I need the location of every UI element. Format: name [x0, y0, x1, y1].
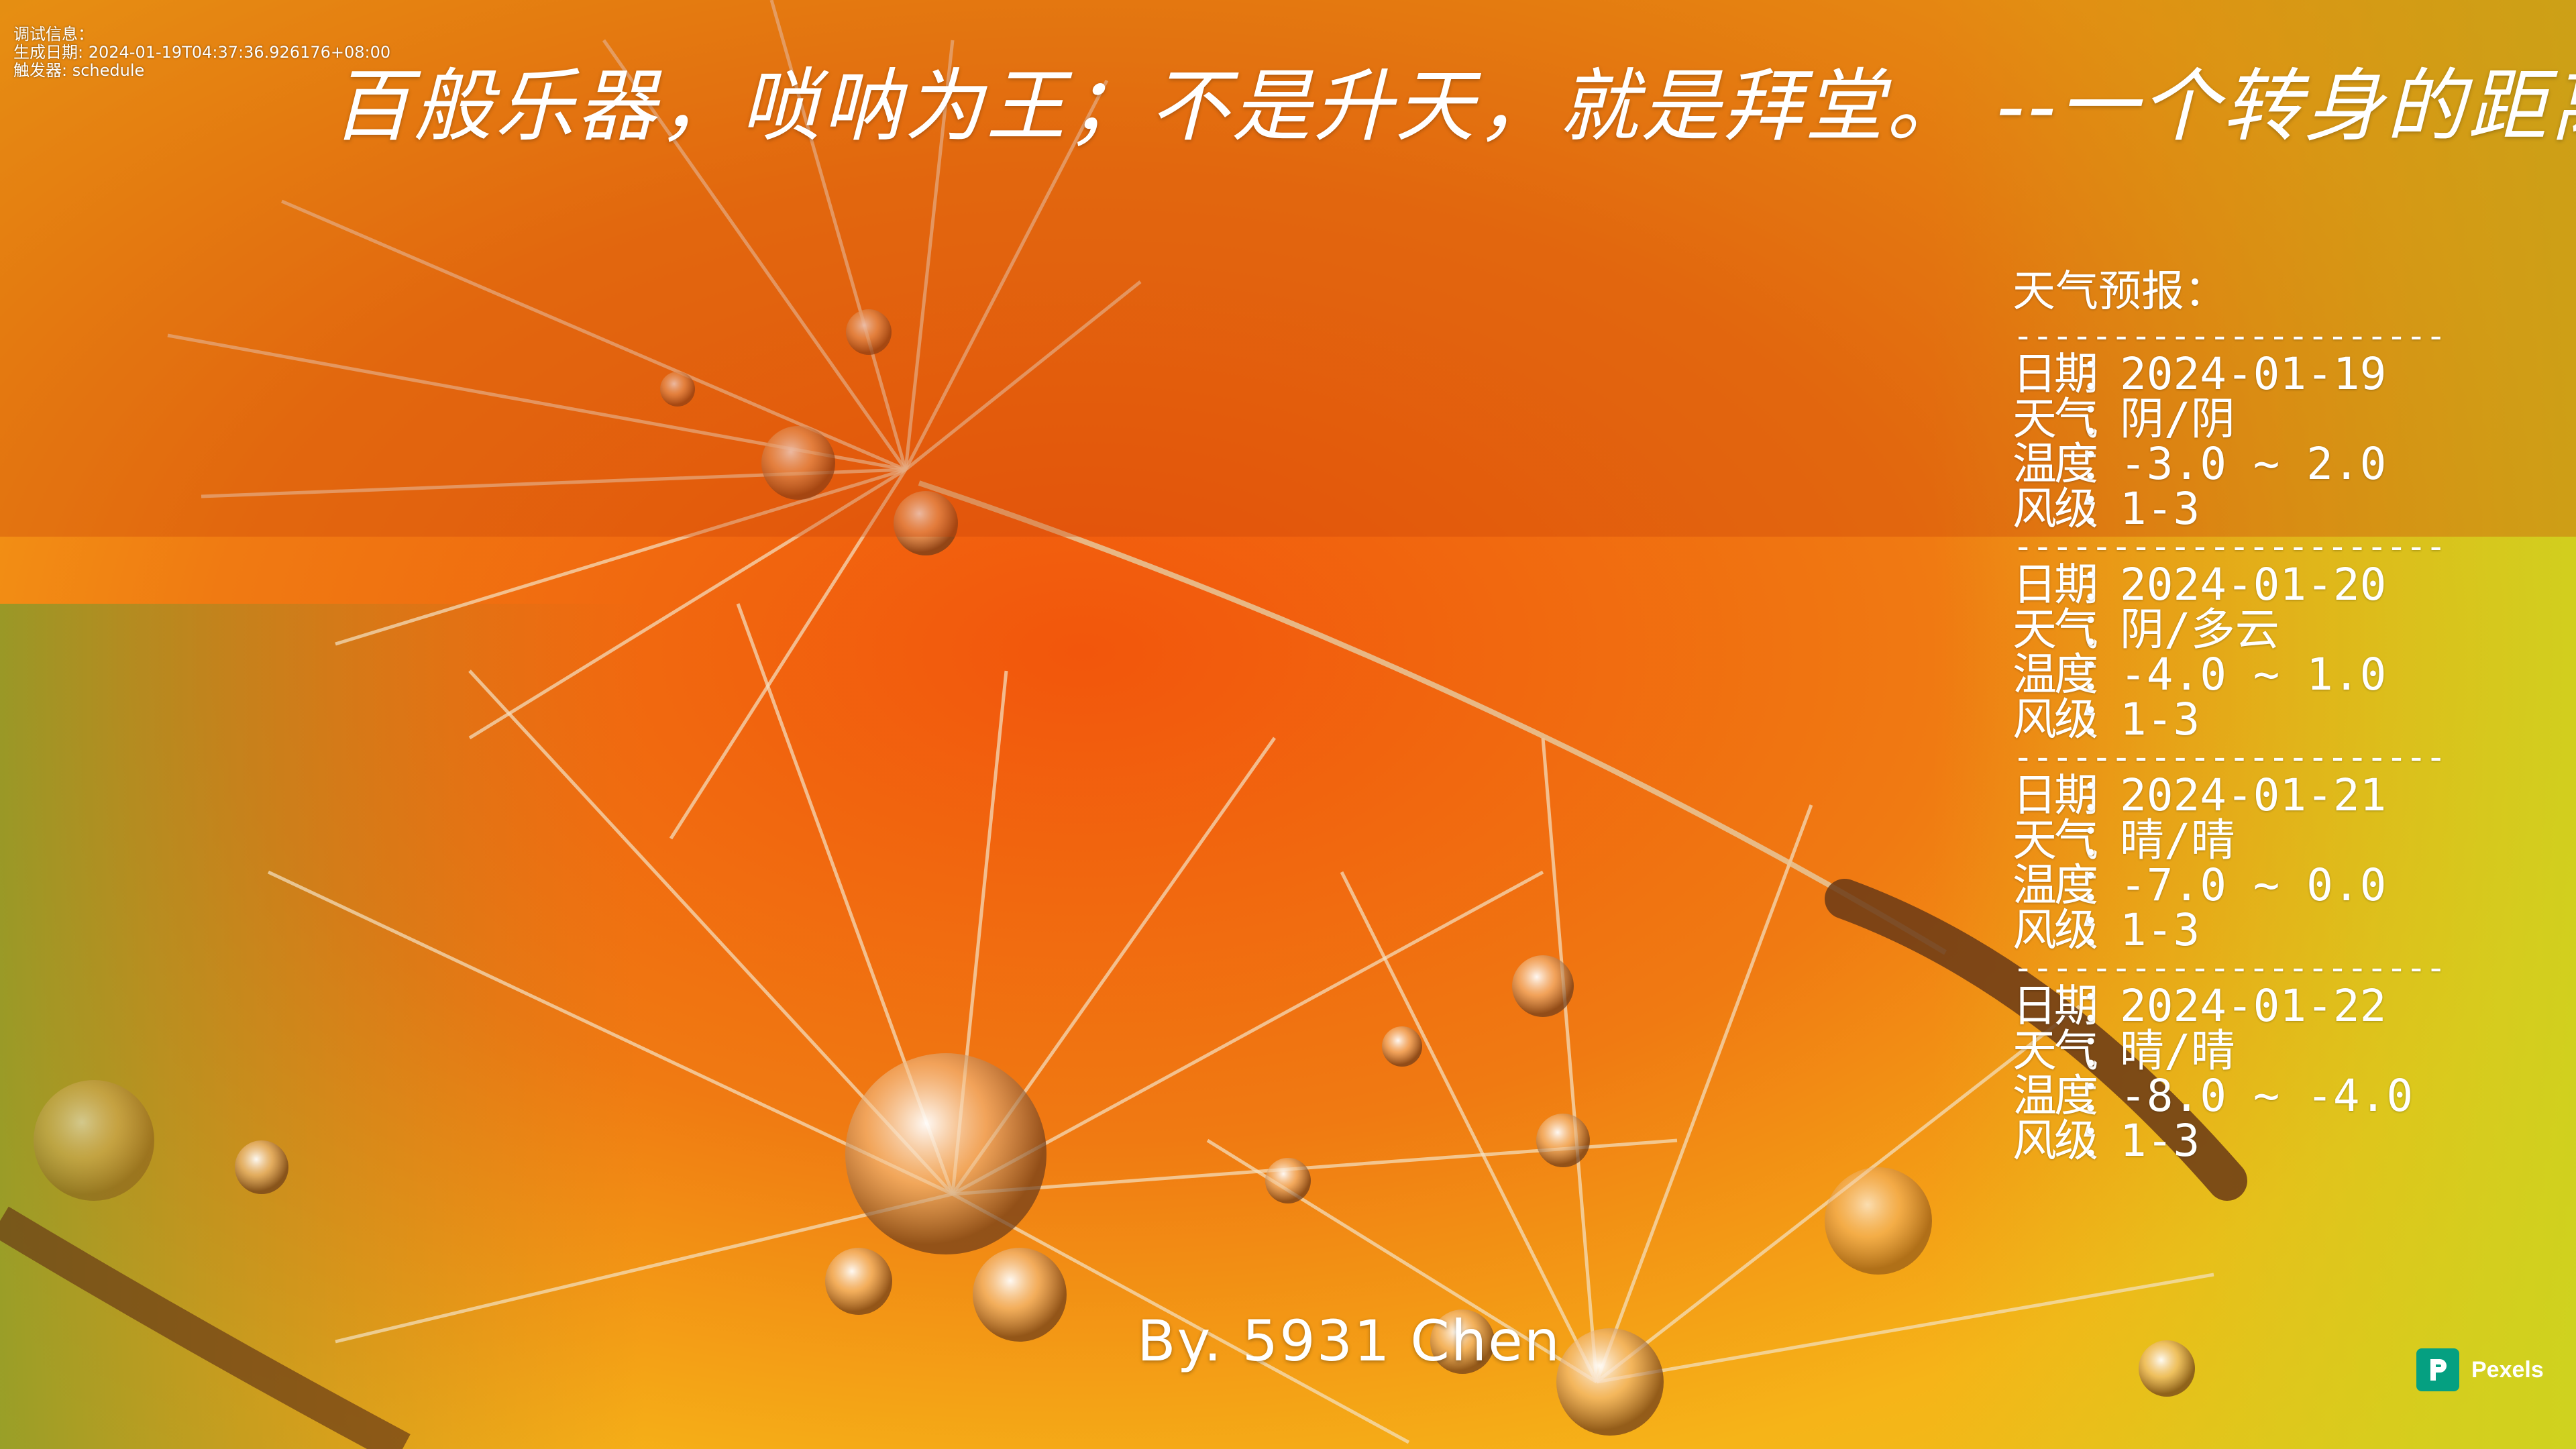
forecast-day: 日期： 2024-01-20 天气：阴/多云 温度： -4.0 ~ 1.0 风级： 1… [2012, 562, 2442, 742]
colon: ： [2080, 1115, 2124, 1167]
colon: ： [2080, 694, 2124, 745]
forecast-weather: 晴/晴 [2120, 814, 2235, 866]
debug-trigger: 触发器: schedule [13, 61, 145, 80]
forecast-wind: 1-3 [2120, 1115, 2200, 1167]
pexels-label: Pexels [2471, 1356, 2544, 1383]
colon: ： [2080, 1070, 2124, 1122]
weather-label: 天气 [2012, 1025, 2098, 1077]
pexels-attribution[interactable]: Pexels [2416, 1348, 2544, 1391]
forecast-weather: 晴/晴 [2120, 1025, 2235, 1077]
date-label: 日期 [2012, 980, 2098, 1032]
weather-label: 天气 [2012, 604, 2098, 655]
forecast-temp: -3.0 ~ 2.0 [2120, 438, 2387, 490]
wind-label: 风级 [2012, 483, 2098, 535]
forecast-day: 日期： 2024-01-19 天气：阴/阴 温度： -3.0 ~ 2.0 风级： 1-… [2012, 352, 2442, 531]
author-byline: By. 5931 Chen [1137, 1308, 1562, 1374]
colon: ： [2080, 1025, 2124, 1077]
weather-label: 天气 [2012, 393, 2098, 445]
forecast-day: 日期： 2024-01-21 天气：晴/晴 温度： -7.0 ~ 0.0 风级： 1-… [2012, 773, 2442, 953]
quote-title: 百般乐器，唢呐为王；不是升天，就是拜堂。 --一个转身的距离 [331, 60, 2576, 152]
forecast-temp: -8.0 ~ -4.0 [2120, 1070, 2414, 1122]
forecast-date: 2024-01-19 [2120, 348, 2387, 400]
wind-label: 风级 [2012, 1115, 2098, 1167]
top-overlay-band [0, 0, 2576, 537]
temp-label: 温度 [2012, 1070, 2098, 1122]
colon: ： [2080, 859, 2124, 911]
debug-title: 调试信息： [13, 25, 94, 44]
colon: ： [2080, 348, 2124, 400]
forecast-day: 日期： 2024-01-22 天气：晴/晴 温度： -8.0 ~ -4.0 风级： 1… [2012, 983, 2442, 1163]
forecast-weather: 阴/多云 [2120, 604, 2279, 655]
colon: ： [2080, 649, 2124, 700]
colon: ： [2080, 393, 2124, 445]
colon: ： [2080, 604, 2124, 655]
date-label: 日期 [2012, 559, 2098, 610]
forecast-temp: -4.0 ~ 1.0 [2120, 649, 2387, 700]
weather-heading: 天气预报： [2012, 267, 2227, 317]
forecast-date: 2024-01-22 [2120, 980, 2387, 1032]
weather-forecast-panel: 天气预报： -------------------------------- 日… [2012, 263, 2442, 1163]
colon: ： [2080, 483, 2124, 535]
separator: -------------------------------- [2012, 953, 2442, 983]
wind-label: 风级 [2012, 904, 2098, 956]
debug-info: 调试信息： 生成日期: 2024-01-19T04:37:36.926176+0… [13, 25, 390, 80]
colon: ： [2080, 980, 2124, 1032]
colon: ： [2080, 559, 2124, 610]
forecast-date: 2024-01-21 [2120, 769, 2387, 821]
forecast-wind: 1-3 [2120, 483, 2200, 535]
wind-label: 风级 [2012, 694, 2098, 745]
colon: ： [2080, 438, 2124, 490]
temp-label: 温度 [2012, 649, 2098, 700]
temp-label: 温度 [2012, 859, 2098, 911]
forecast-date: 2024-01-20 [2120, 559, 2387, 610]
colon: ： [2080, 814, 2124, 866]
forecast-temp: -7.0 ~ 0.0 [2120, 859, 2387, 911]
weather-label: 天气 [2012, 814, 2098, 866]
colon: ： [2080, 769, 2124, 821]
forecast-weather: 阴/阴 [2120, 393, 2235, 445]
pexels-logo-icon [2416, 1348, 2459, 1391]
temp-label: 温度 [2012, 438, 2098, 490]
date-label: 日期 [2012, 348, 2098, 400]
forecast-wind: 1-3 [2120, 694, 2200, 745]
date-label: 日期 [2012, 769, 2098, 821]
separator: -------------------------------- [2012, 321, 2442, 352]
separator: -------------------------------- [2012, 531, 2442, 562]
forecast-wind: 1-3 [2120, 904, 2200, 956]
separator: -------------------------------- [2012, 742, 2442, 773]
debug-generated-date: 生成日期: 2024-01-19T04:37:36.926176+08:00 [13, 43, 391, 62]
colon: ： [2080, 904, 2124, 956]
